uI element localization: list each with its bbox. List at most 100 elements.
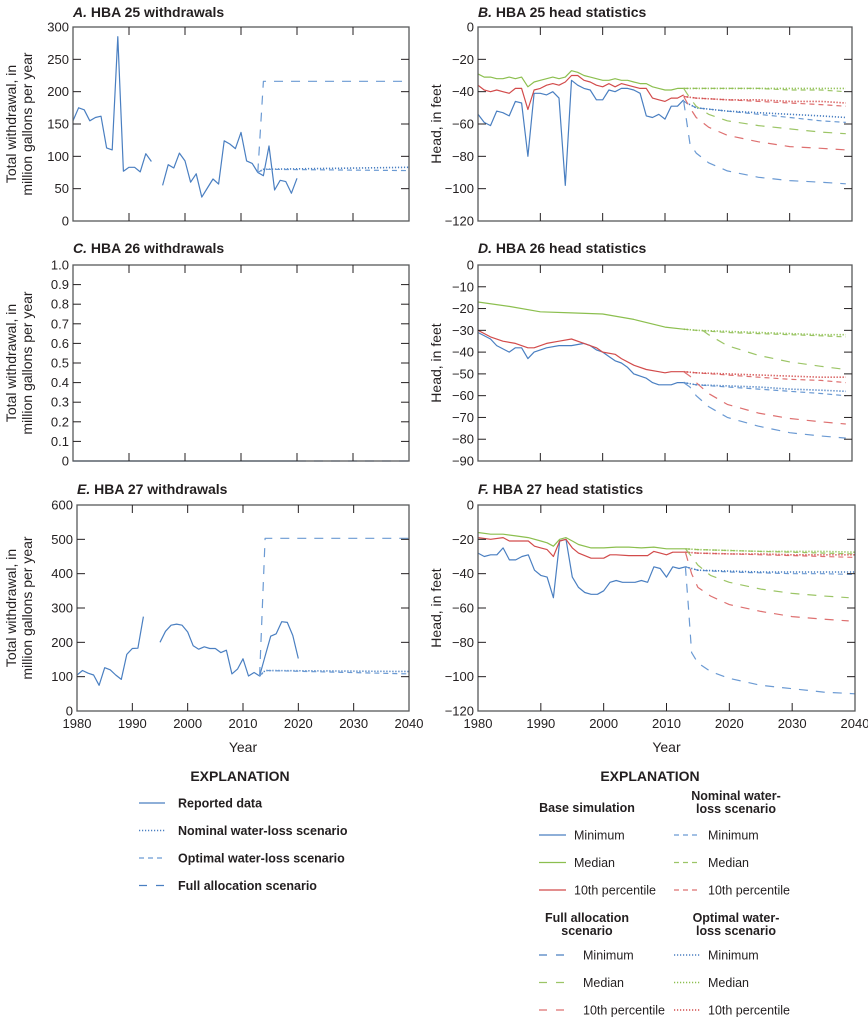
series-line-full-allocation-10th-percentile: [683, 371, 846, 425]
panel-letter: A.: [72, 4, 87, 20]
y-tick-label: 400: [51, 566, 73, 581]
legend-label: Minimum: [708, 949, 759, 963]
legend-label: 10th percentile: [708, 1004, 790, 1017]
y-tick-label: 0.2: [51, 414, 69, 429]
legend-group: Optimal water-loss scenario Minimum Median…: [674, 911, 790, 1017]
series-group: [73, 36, 409, 198]
series-line-full-allocation-scenario: [259, 537, 409, 677]
plot-frame: [477, 264, 853, 462]
y-tick-label: −80: [452, 635, 474, 650]
y-tick-label: 0.6: [51, 336, 69, 351]
series-line-full-allocation-median: [684, 548, 849, 599]
panel-letter: F.: [478, 481, 489, 497]
legend-group: Nominal water-loss scenario Minimum Median…: [674, 789, 790, 898]
series-line-optimal-minimum: [683, 381, 846, 393]
y-tick-label: 100: [47, 149, 69, 164]
series-line-optimal-10th-percentile: [685, 551, 855, 556]
legend-group-heading: loss scenario: [696, 802, 776, 816]
y-tick-label: −70: [452, 410, 474, 425]
y-tick-label: 50: [55, 181, 69, 196]
y-tick-label: 150: [47, 117, 69, 132]
legend-group: Base simulation Minimum Median 10th percent…: [539, 801, 656, 898]
y-tick-label: −100: [445, 181, 474, 196]
legend-label: Minimum: [708, 829, 759, 843]
y-tick-label: 0: [467, 20, 474, 35]
series-line-full-allocation-10th-percentile: [684, 552, 849, 622]
y-tick-label: −10: [452, 279, 474, 294]
y-tick-label: 0.9: [51, 277, 69, 292]
y-axis-label: Total withdrawal, in: [3, 304, 19, 422]
series-line-full-allocation-scenario: [257, 80, 409, 173]
y-tick-label: 200: [51, 635, 73, 650]
panel-title-text: HBA 26 withdrawals: [87, 240, 224, 256]
series-line-optimal-10th-percentile: [683, 95, 846, 104]
y-tick-label: 0: [66, 704, 73, 719]
series-group: [77, 537, 409, 686]
x-tick-label: 2000: [589, 716, 618, 731]
y-tick-label: −100: [445, 669, 474, 684]
y-tick-label: −50: [452, 366, 474, 381]
series-line-optimal-median: [685, 548, 855, 553]
y-tick-label: −80: [452, 149, 474, 164]
legend-label: 10th percentile: [574, 884, 656, 898]
x-tick-label: 2020: [715, 716, 744, 731]
y-tick-label: −20: [452, 532, 474, 547]
series-line-reported-data: [73, 36, 152, 173]
x-axis-label: Year: [652, 739, 681, 755]
series-line-base-simulation-10th-percentile: [478, 329, 684, 374]
legend-label: Full allocation scenario: [178, 879, 317, 893]
panel-a: A. HBA 25 withdrawals 0 50 100 150 200 250 300 T…: [3, 4, 410, 229]
series-line-optimal-minimum: [685, 566, 855, 573]
x-tick-label: 1990: [526, 716, 555, 731]
series-line-base-simulation-10th-percentile: [478, 74, 684, 111]
series-line-optimal-water-loss-scenario: [259, 669, 409, 677]
series-line-full-allocation-minimum: [683, 382, 846, 439]
series-line-base-simulation-minimum: [478, 538, 686, 599]
series-line-full-allocation-median: [702, 329, 846, 371]
legend-label: 10th percentile: [708, 884, 790, 898]
y-tick-label: 0.7: [51, 316, 69, 331]
series-group: [478, 531, 855, 695]
legend-label: Median: [583, 976, 624, 990]
series-group: [478, 70, 846, 186]
panel-letter: C.: [73, 240, 87, 256]
series-line-optimal-minimum: [683, 100, 846, 119]
series-line-full-allocation-10th-percentile: [683, 96, 846, 151]
y-tick-label: −120: [445, 704, 474, 719]
panel-e: E. HBA 27 withdrawals 0 100 200 300 400 500 600…: [3, 481, 423, 755]
panel-title: A. HBA 25 withdrawals: [72, 4, 224, 20]
y-tick-label: −30: [452, 323, 474, 338]
legend-group-heading: Base simulation: [539, 801, 635, 815]
legend-left: EXPLANATION Reported data Nominal water-lo…: [139, 768, 348, 893]
legend-label: Reported data: [178, 797, 263, 811]
series-line-full-allocation-minimum: [684, 566, 855, 695]
x-tick-label: 2010: [229, 716, 258, 731]
y-axis-label: Head, in feet: [428, 84, 444, 163]
series-line-full-allocation-median: [683, 88, 846, 135]
series-line-optimal-median: [683, 328, 846, 336]
plot-frame: [477, 504, 856, 712]
panel-title: B. HBA 25 head statistics: [478, 4, 647, 20]
x-tick-label: 2000: [173, 716, 202, 731]
y-tick-label: 0.1: [51, 434, 69, 449]
y-axis-label: Head, in feet: [428, 568, 444, 647]
y-tick-label: −40: [452, 345, 474, 360]
y-tick-label: 0: [467, 498, 474, 513]
x-tick-label: 2030: [339, 716, 368, 731]
series-line-base-simulation-median: [478, 301, 684, 330]
y-tick-label: −60: [452, 117, 474, 132]
y-tick-label: −60: [452, 601, 474, 616]
legend-label: 10th percentile: [583, 1004, 665, 1017]
legend-label: Nominal water-loss scenario: [178, 824, 348, 838]
series-line-reported-data: [77, 616, 144, 686]
y-tick-label: −60: [452, 388, 474, 403]
plot-frame: [72, 264, 410, 462]
legend-right: EXPLANATION Base simulation Minimum Median 1…: [539, 768, 790, 1017]
y-axis-label: Total withdrawal, in: [3, 549, 19, 667]
panel-title: F. HBA 27 head statistics: [478, 481, 643, 497]
series-line-base-simulation-10th-percentile: [478, 536, 686, 559]
panel-f: F. HBA 27 head statistics −120 −100 −80 −60 −…: [428, 481, 868, 755]
x-tick-label: 2020: [284, 716, 313, 731]
x-tick-label: 1980: [464, 716, 493, 731]
